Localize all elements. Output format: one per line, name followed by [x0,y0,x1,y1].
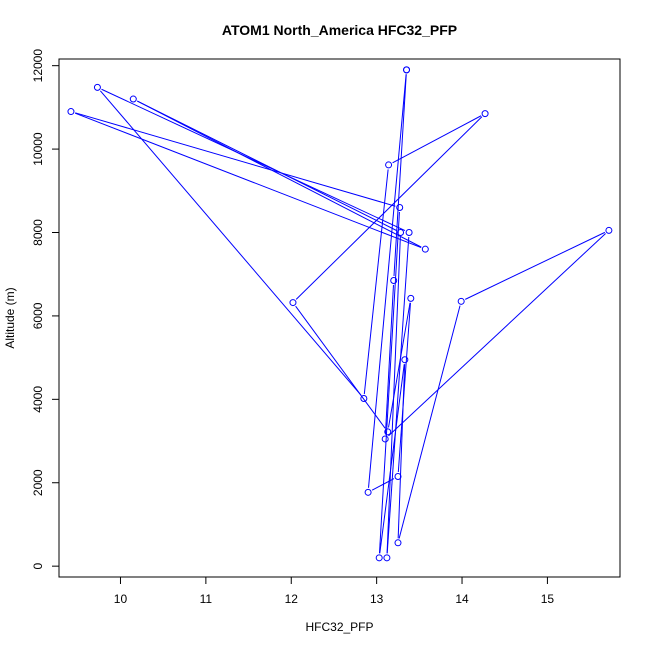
data-point [401,356,409,364]
data-point [394,472,402,480]
x-axis-label: HFC32_PFP [305,620,373,634]
y-tick-label: 12000 [31,49,45,83]
series-segment [378,211,400,554]
data-point [421,245,429,253]
y-tick-label: 8000 [31,219,45,246]
data-point [93,83,101,91]
series-segment [99,90,362,396]
series-segment [75,112,396,207]
data-point [67,108,75,116]
data-point [605,226,613,234]
series-segment [397,364,406,539]
y-axis-label: Altitude (m) [3,287,17,348]
data-point [397,229,405,237]
data-point [390,276,398,284]
data-point [394,539,402,547]
y-tick-label: 6000 [31,302,45,329]
data-point [405,229,413,237]
plot-frame [58,58,621,578]
data-point [360,394,368,402]
series-segment [74,112,422,249]
y-axis: 0 2000 4000 6000 8000 10000 12000 [31,49,60,569]
series-segment [392,115,482,164]
data-point [481,110,489,118]
series-segment [384,284,394,435]
data-point [289,299,297,307]
series-segment [368,74,407,488]
x-tick-label: 13 [370,592,384,606]
x-tick-label: 11 [200,592,213,606]
series-segment [398,305,461,539]
x-tick-label: 12 [285,592,299,606]
series-segment [295,305,386,429]
data-point [396,203,404,211]
series-segment [386,236,410,554]
y-tick-label: 10000 [31,132,45,166]
series-segment [371,478,395,491]
data-point [364,488,372,496]
x-tick-label: 14 [455,592,469,606]
series-segment [393,74,407,277]
x-tick-label: 10 [114,592,128,606]
series-segment [397,302,411,473]
data-point [403,66,411,74]
data-point [129,95,137,103]
data-point [383,554,391,562]
series-segment [379,364,405,554]
series-segment [388,233,606,437]
data-point [407,294,415,302]
y-tick-label: 2000 [31,469,45,496]
series-segment [295,116,483,300]
series-segment [101,88,406,232]
series-segment [388,302,411,428]
y-tick-label: 4000 [31,386,45,413]
series-points [67,66,613,562]
series-segment [137,100,422,248]
y-tick-label: 0 [31,562,45,569]
data-point [375,554,383,562]
series-segment [465,231,606,300]
data-point [381,435,389,443]
data-point [457,297,465,305]
series-segment [363,169,389,395]
data-point [385,161,393,169]
series-lines [74,74,606,554]
x-axis: 10 11 12 13 14 15 [114,576,555,606]
x-tick-label: 15 [541,592,555,606]
data-point [384,428,392,436]
chart-title: ATOM1 North_America HFC32_PFP [222,22,457,38]
